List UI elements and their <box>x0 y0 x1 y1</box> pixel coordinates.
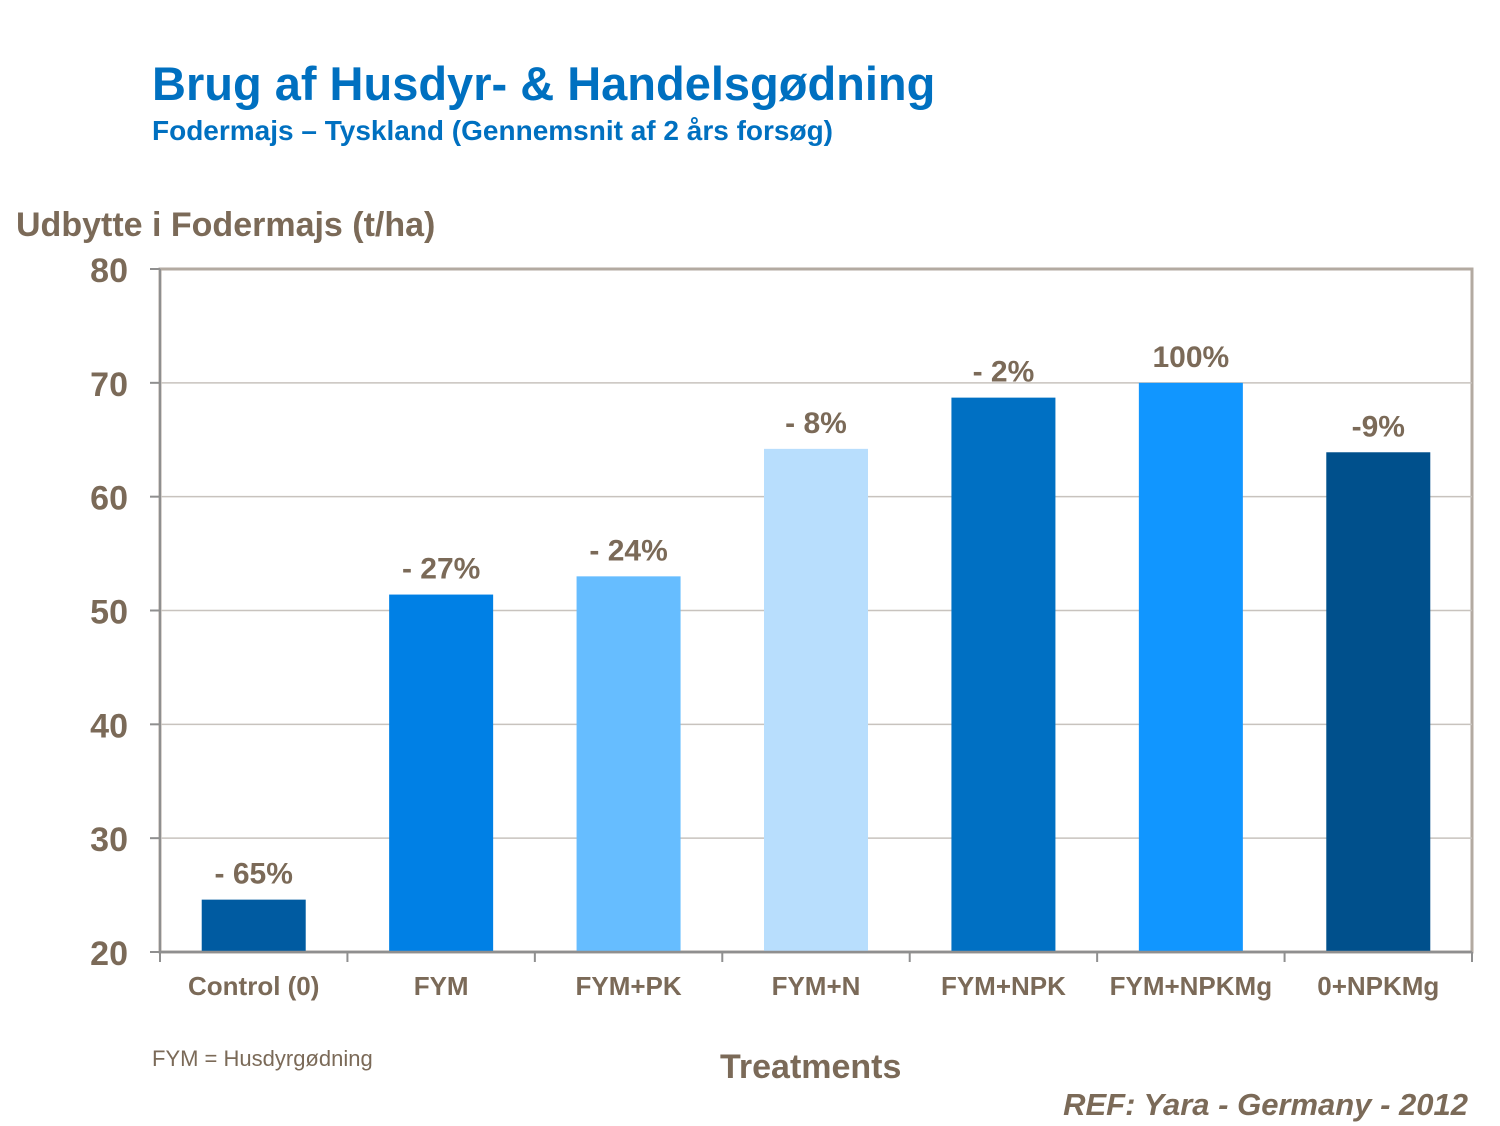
chart-title: Brug af Husdyr- & Handelsgødning <box>152 57 936 110</box>
footnote: FYM = Husdyrgødning <box>152 1046 373 1071</box>
bar-fym-npk <box>951 397 1056 952</box>
x-tick-label: FYM+N <box>772 971 861 1001</box>
x-axis-label: Treatments <box>720 1048 902 1086</box>
x-tick-label: 0+NPKMg <box>1317 971 1439 1001</box>
data-label: -9% <box>1352 410 1405 443</box>
y-axis-label: Udbytte i Fodermajs (t/ha) <box>16 206 436 244</box>
data-label: - 8% <box>785 407 847 440</box>
bar-fym-npkmg <box>1138 382 1243 952</box>
data-label: - 65% <box>215 858 293 891</box>
bars <box>201 382 1431 952</box>
bar-fym-pk <box>576 576 681 952</box>
bar-0-npkmg <box>1326 452 1431 952</box>
bar-control-0 <box>201 899 306 952</box>
y-tick-label: 60 <box>90 480 128 518</box>
x-tick-label: Control (0) <box>188 971 319 1001</box>
y-tick-label: 50 <box>90 594 128 632</box>
data-label: - 27% <box>402 553 480 586</box>
reference: REF: Yara - Germany - 2012 <box>1063 1087 1468 1122</box>
x-tick-label: FYM+NPKMg <box>1110 971 1273 1001</box>
data-label: - 2% <box>973 356 1035 389</box>
chart-subtitle: Fodermajs – Tyskland (Gennemsnit af 2 år… <box>152 115 833 146</box>
x-tick-label: FYM <box>414 971 469 1001</box>
axes: 20 30 40 50 60 70 80 Control (0) FYM FYM+PK FYM+N F… <box>90 252 1473 1001</box>
y-tick-label: 70 <box>90 366 128 404</box>
y-tick-label: 80 <box>90 252 128 290</box>
y-tick-label: 40 <box>90 707 128 745</box>
y-tick-label: 30 <box>90 821 128 859</box>
data-label: 100% <box>1152 341 1229 374</box>
bar-fym <box>389 594 494 952</box>
bar-fym-n <box>764 448 868 952</box>
x-tick-label: FYM+NPK <box>941 971 1066 1001</box>
data-label: - 24% <box>589 534 667 567</box>
y-tick-label: 20 <box>90 935 128 973</box>
x-tick-label: FYM+PK <box>575 971 681 1001</box>
data-labels: - 65% - 27% - 24% - 8% - 2% 100% -9% <box>215 341 1405 891</box>
